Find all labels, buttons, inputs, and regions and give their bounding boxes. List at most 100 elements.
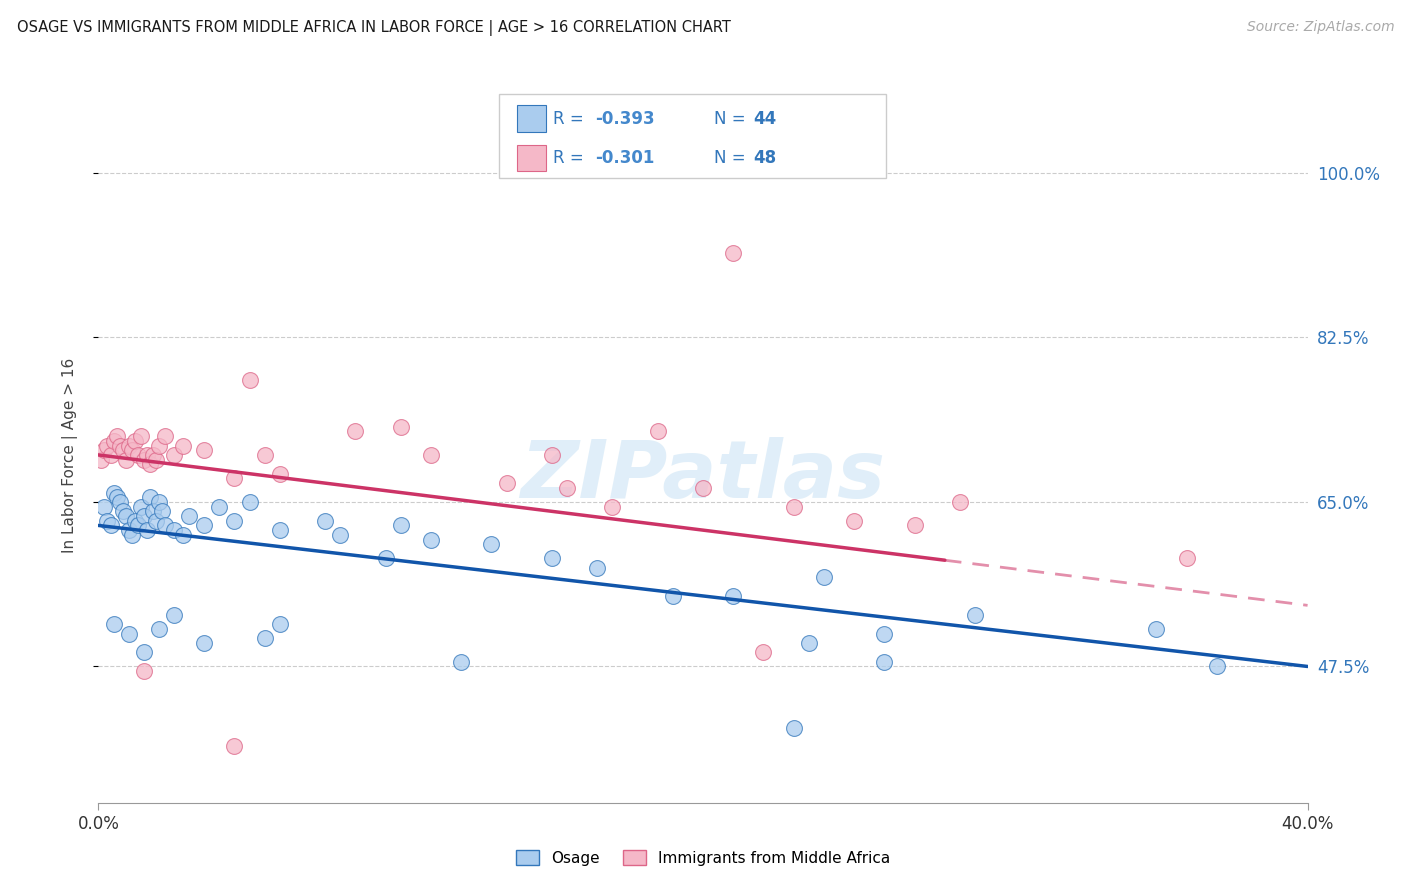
Point [193,443,215,458]
Point [118,523,141,537]
Point [148,495,170,509]
Point [129,500,152,514]
Point [100,448,122,462]
Text: Source: ZipAtlas.com: Source: ZipAtlas.com [1247,20,1395,34]
Point [783,721,806,735]
Point [150,504,173,518]
Point [153,518,176,533]
Point [224,739,246,754]
Point [145,452,167,467]
Text: 44: 44 [754,110,778,128]
Point [124,514,146,528]
Point [723,245,745,260]
Point [662,589,685,603]
Point [142,504,165,518]
Point [105,490,128,504]
Point [111,504,134,518]
Point [344,425,367,439]
Point [148,438,170,452]
Point [163,607,186,622]
Point [132,509,155,524]
Point [179,509,201,524]
Point [647,425,669,439]
Point [797,636,820,650]
Point [481,537,503,551]
Y-axis label: In Labor Force | Age > 16: In Labor Force | Age > 16 [62,358,77,552]
Point [193,518,215,533]
Point [949,495,972,509]
Point [314,514,336,528]
Point [96,438,118,452]
Point [586,560,609,574]
Point [374,551,396,566]
Point [269,467,291,481]
Text: N =: N = [714,149,751,167]
Point [114,452,136,467]
Text: ZIPatlas: ZIPatlas [520,437,886,515]
Point [108,495,131,509]
Text: R =: R = [553,110,589,128]
Point [172,528,194,542]
Point [132,664,155,678]
Point [153,429,176,443]
Point [121,443,143,458]
Point [105,429,128,443]
Point [420,533,443,547]
Point [103,485,125,500]
Point [602,500,624,514]
Point [103,617,125,632]
Point [783,500,806,514]
Point [124,434,146,448]
Text: OSAGE VS IMMIGRANTS FROM MIDDLE AFRICA IN LABOR FORCE | AGE > 16 CORRELATION CHA: OSAGE VS IMMIGRANTS FROM MIDDLE AFRICA I… [17,20,731,36]
Point [752,645,775,659]
Point [253,448,276,462]
Point [129,429,152,443]
Point [148,622,170,636]
Point [450,655,472,669]
Text: -0.301: -0.301 [595,149,654,167]
Point [142,448,165,462]
Point [1175,551,1198,566]
Point [873,626,896,640]
Point [103,434,125,448]
Point [329,528,352,542]
Point [118,438,141,452]
Point [145,514,167,528]
Point [965,607,987,622]
Text: 48: 48 [754,149,776,167]
Point [96,514,118,528]
Point [135,523,157,537]
Point [269,523,291,537]
Point [224,514,246,528]
Point [1206,659,1229,673]
Point [269,617,291,632]
Point [555,481,578,495]
Text: -0.393: -0.393 [595,110,654,128]
Point [253,632,276,646]
Point [121,528,143,542]
Point [100,518,122,533]
Point [193,636,215,650]
Point [224,471,246,485]
Point [541,551,564,566]
Text: R =: R = [553,149,589,167]
Point [139,490,162,504]
Point [127,448,149,462]
Point [873,655,896,669]
Point [420,448,443,462]
Point [208,500,231,514]
Point [139,458,162,472]
Point [495,476,517,491]
Point [239,495,262,509]
Text: N =: N = [714,110,751,128]
Point [239,373,262,387]
Point [163,448,186,462]
Point [692,481,714,495]
Point [813,570,835,584]
Point [541,448,564,462]
Point [111,443,134,458]
Point [904,518,927,533]
Point [93,443,115,458]
Point [132,645,155,659]
Point [93,500,115,514]
